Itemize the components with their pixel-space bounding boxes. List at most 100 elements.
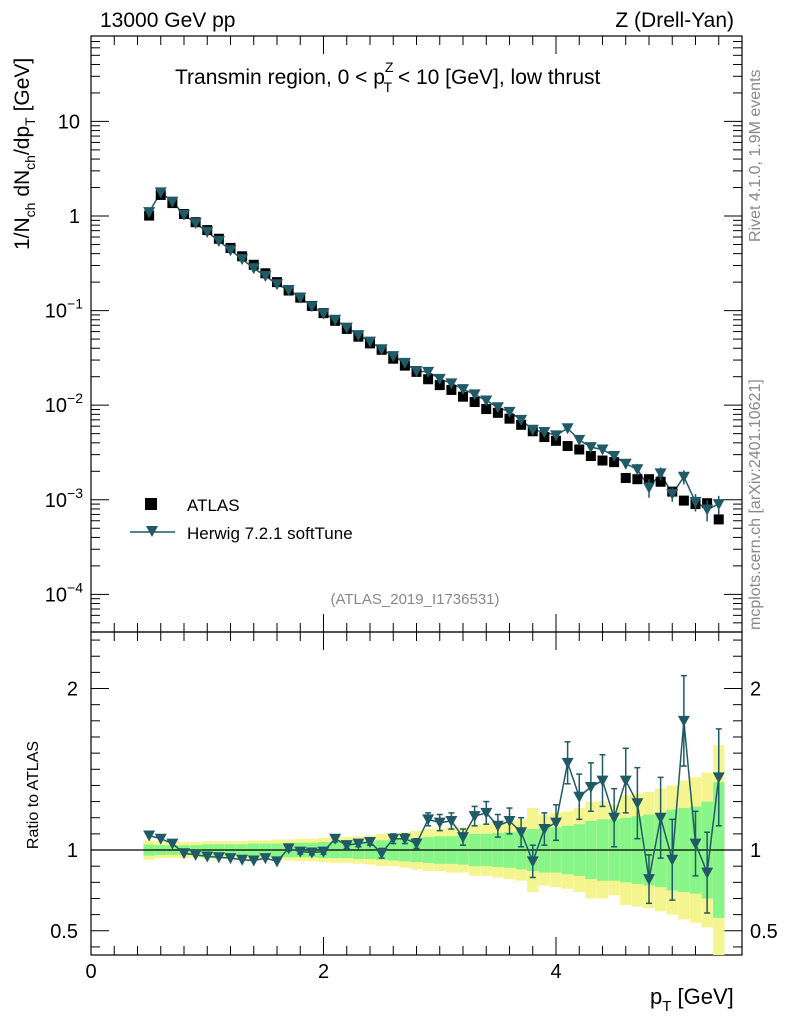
ratio-mc-point xyxy=(608,812,621,824)
main-mc-point xyxy=(364,336,376,348)
ratio-mc-point xyxy=(154,833,167,845)
main-mc-point xyxy=(259,271,272,283)
header-right-label: Z (Drell-Yan) xyxy=(615,9,734,32)
main-panel-points xyxy=(143,187,725,525)
main-data-point xyxy=(481,404,492,415)
title-superscript: Z xyxy=(385,59,394,75)
ratio-mc-point xyxy=(247,855,260,867)
main-y-tick-label: 10−4 xyxy=(45,579,83,606)
main-mc-point xyxy=(352,330,365,342)
main-mc-point xyxy=(503,406,516,418)
main-panel-axes: 10 1 10−1 10−2 10−3 10−4 xyxy=(45,35,743,633)
main-mc-point xyxy=(271,279,283,291)
main-data-point xyxy=(434,380,445,391)
main-mc-point xyxy=(677,471,690,483)
ratio-mc-point xyxy=(561,757,574,769)
ratio-mc-point xyxy=(143,830,156,842)
main-mc-point xyxy=(398,357,411,369)
ratio-mc-point xyxy=(410,838,423,850)
ratio-mc-point xyxy=(480,807,493,819)
main-data-point xyxy=(423,374,434,385)
x-axis-label: pT [GeV] xyxy=(650,984,734,1015)
main-mc-point xyxy=(515,414,528,426)
ratio-y-tick-label-left: 0.5 xyxy=(50,921,78,943)
ratio-y-tick-label-left: 1 xyxy=(67,840,78,862)
ratio-ylabel: Ratio to ATLAS xyxy=(25,741,42,849)
main-mc-point xyxy=(689,496,702,508)
ratio-mc-point xyxy=(178,848,190,860)
main-mc-point xyxy=(236,254,249,266)
legend-mc-marker xyxy=(146,526,158,537)
rivet-version-label: Rivet 4.1.0, 1.9M events xyxy=(747,69,764,242)
ratio-mc-point xyxy=(189,849,202,861)
ratio-mc-point xyxy=(457,832,469,844)
ratio-mc-point xyxy=(364,836,376,848)
main-y-tick-label: 10−3 xyxy=(45,485,83,512)
ratio-mc-point xyxy=(329,833,342,845)
main-mc-point xyxy=(178,209,190,221)
main-data-point xyxy=(585,451,596,462)
ratio-mc-point xyxy=(271,856,283,868)
main-data-point xyxy=(469,397,480,408)
ratio-y-tick-label-right: 1 xyxy=(750,840,761,862)
ratio-mc-point xyxy=(573,791,586,803)
main-mc-point xyxy=(340,322,353,334)
main-data-point xyxy=(574,444,585,455)
main-mc-point xyxy=(433,373,446,385)
main-mc-point xyxy=(189,218,202,230)
ratio-y-tick-label-right: 0.5 xyxy=(750,921,778,943)
main-data-point xyxy=(620,472,631,483)
main-data-point xyxy=(655,476,666,487)
ratio-mc-point xyxy=(166,838,179,850)
x-tick-label: 0 xyxy=(85,961,96,983)
main-mc-point xyxy=(445,378,458,390)
main-mc-point xyxy=(712,499,725,511)
ratio-mc-point xyxy=(305,847,318,859)
ratio-mc-point xyxy=(352,838,365,850)
x-tick-label: 2 xyxy=(318,961,329,983)
main-mc-point xyxy=(294,292,307,304)
main-data-point xyxy=(458,391,468,402)
ratio-mc-point xyxy=(317,846,330,858)
main-y-tick-label: 10 xyxy=(58,111,80,133)
main-mc-point xyxy=(387,351,400,363)
main-mc-point xyxy=(224,245,237,257)
main-mc-point xyxy=(329,314,342,326)
ratio-mc-point xyxy=(677,715,690,727)
ratio-mc-point xyxy=(503,815,516,827)
main-mc-point xyxy=(212,235,225,247)
main-mc-point xyxy=(457,384,469,396)
legend-mc-label: Herwig 7.2.1 softTune xyxy=(187,524,353,543)
main-data-point xyxy=(597,455,608,466)
ratio-mc-point xyxy=(643,874,655,886)
ratio-mc-point xyxy=(619,775,632,787)
main-mc-point xyxy=(154,187,167,199)
ratio-mc-point xyxy=(468,811,481,823)
main-data-point xyxy=(562,441,573,452)
main-data-point xyxy=(678,495,689,506)
x-tick-label: 4 xyxy=(550,961,561,983)
ratio-mc-point xyxy=(712,772,725,784)
main-mc-point xyxy=(573,434,586,446)
ratio-mc-point xyxy=(515,827,528,839)
main-mc-point xyxy=(561,423,574,435)
ratio-mc-point xyxy=(666,854,679,866)
ratio-mc-point xyxy=(259,853,272,865)
ratio-mc-point xyxy=(433,817,446,829)
main-ylabel: 1/Nch dNch/dpT [GeV] xyxy=(11,58,38,250)
main-mc-point xyxy=(643,482,655,494)
main-y-tick-label: 10−2 xyxy=(45,390,83,417)
ratio-mc-point xyxy=(201,851,214,863)
main-mc-point xyxy=(654,468,667,480)
ratio-mc-point xyxy=(212,852,225,864)
ratio-mc-point xyxy=(526,856,539,868)
mcplots-credit-label: mcplots.cern.ch [arXiv:2401.10621] xyxy=(747,379,764,630)
main-mc-point xyxy=(247,263,260,275)
main-mc-point xyxy=(375,344,388,356)
main-data-point xyxy=(504,413,515,424)
main-mc-point xyxy=(701,504,714,516)
ratio-panel-axes: 0.5 0.5 1 1 2 2 0 2 4 xyxy=(50,631,778,983)
main-mc-point xyxy=(666,489,679,501)
main-mc-point xyxy=(584,442,597,454)
